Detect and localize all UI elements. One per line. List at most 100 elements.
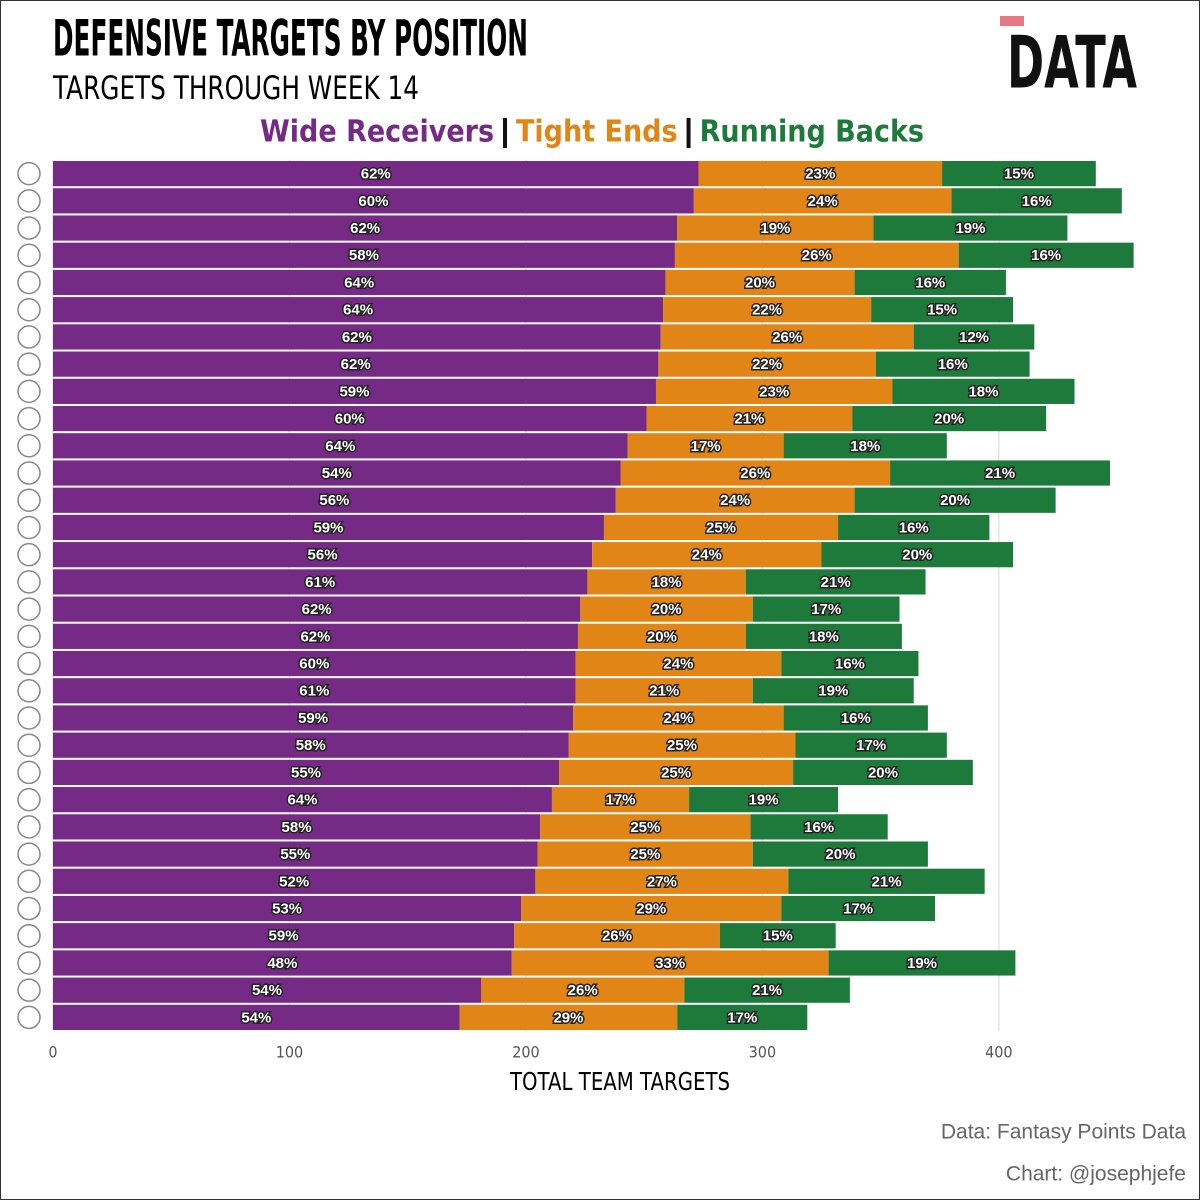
bar-segment [913,324,1035,350]
bar-segment [53,841,538,867]
bar-segment [828,950,1016,976]
bar-segment [677,1004,808,1030]
bar-segment [53,188,694,214]
data-label: 20% [647,628,677,645]
bar-segment [658,351,876,377]
bar-segment [514,923,720,949]
team-logo [17,733,41,757]
bar-segment [53,705,574,731]
data-label: 16% [835,656,865,673]
bar-segment [575,650,782,677]
team-logo [17,515,41,540]
bar-segment [53,678,576,704]
bar-segment [53,487,616,513]
bar-segment [559,759,794,786]
bar-segment [53,351,659,377]
x-tick-label: 0 [48,1043,57,1062]
bar-segment [53,569,588,595]
data-label: 59% [313,519,343,536]
team-logo [17,679,41,703]
data-label: 20% [745,274,775,291]
bar-segment [698,161,943,187]
x-tick-label: 300 [749,1043,776,1062]
team-logo [17,842,41,866]
bar-segment [53,895,522,922]
data-label: 19% [907,955,937,972]
data-label: 62% [341,356,371,373]
bar-segment [603,514,839,541]
x-axis-title: TOTAL TEAM TARGETS [509,1067,730,1096]
data-label: 26% [802,247,832,264]
data-label: 23% [805,166,835,183]
data-label: 64% [287,792,317,809]
data-label: 19% [818,683,848,700]
team-logo [17,896,41,921]
bar-segment [677,215,874,241]
bar-segment [942,161,1096,187]
bar-segment [53,215,678,241]
team-logo [17,624,41,649]
logo-text: DATA [1007,21,1137,105]
data-label: 19% [955,220,985,237]
bar-segment [53,759,560,786]
credit: Chart: @josephjefe [1006,1163,1186,1186]
bar-segment [646,405,853,432]
bar-segment [53,623,578,649]
data-label: 62% [350,220,380,237]
team-logo [17,815,41,839]
bar-segment [53,378,656,404]
team-logo [17,706,41,730]
bar-segment [674,242,959,268]
bar-segment [615,487,855,513]
bar-segment [752,596,900,622]
data-label: 26% [740,465,770,482]
logo: DATA [1000,16,1137,105]
data-label: 62% [300,628,330,645]
bar-segment [53,977,481,1003]
data-label: 27% [647,873,677,890]
data-label: 58% [349,247,379,264]
data-label: 21% [821,574,851,591]
bar-segment [873,215,1068,241]
bar-segment [480,977,685,1003]
data-label: 22% [752,356,782,373]
data-label: 29% [553,1009,583,1026]
data-label: 54% [241,1009,271,1026]
bar-segment [852,405,1047,432]
bar-segment [568,732,796,758]
data-label: 60% [358,193,388,210]
bar-segment [551,787,690,813]
data-label: 19% [760,220,790,237]
data-label: 64% [325,438,355,455]
bar-segment [535,868,789,894]
bar-segment [788,868,985,894]
bar-segment [719,923,836,949]
data-label: 25% [630,819,660,836]
data-label: 15% [1004,166,1034,183]
data-label: 52% [279,873,309,890]
bar-segment [53,269,666,296]
bar-segment [752,678,914,704]
team-logo [17,243,41,268]
team-logo [17,406,41,431]
data-label: 21% [985,465,1015,482]
bar-segment [53,542,593,568]
bar-segment [580,596,753,622]
data-label: 23% [759,383,789,400]
data-label: 17% [811,601,841,618]
data-label: 25% [630,846,660,863]
data-label: 21% [734,411,764,428]
data-label: 17% [605,792,635,809]
data-label: 12% [959,329,989,346]
team-logo [17,542,41,567]
bar-segment [53,868,536,894]
data-label: 64% [343,302,373,319]
data-label: 20% [902,547,932,564]
bar-segment [793,759,973,786]
team-logo [17,270,41,295]
data-label: 24% [808,193,838,210]
data-label: 20% [868,764,898,781]
bar-segment [663,297,872,323]
data-label: 18% [652,574,682,591]
data-label: 15% [763,928,793,945]
